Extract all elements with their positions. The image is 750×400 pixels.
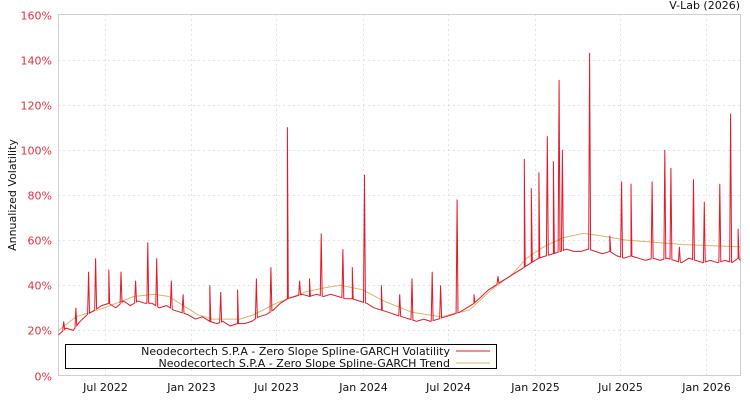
y-tick-label: 160%	[21, 10, 52, 23]
x-axis-ticks: Jul 2022 Jan 2023 Jul 2023 Jan 2024 Jul 2024…	[82, 381, 731, 394]
x-tick-label: Jul 2025	[597, 381, 643, 394]
y-tick-label: 120%	[21, 100, 52, 113]
x-tick-label: Jan 2026	[681, 381, 730, 394]
volatility-line	[58, 52, 741, 336]
y-tick-label: 40%	[28, 280, 52, 293]
trend-line	[58, 232, 741, 331]
y-axis-ticks: 0% 20% 40% 60% 80% 100% 120% 140% 160%	[21, 10, 52, 384]
y-axis-label: Annualized Volatility	[6, 139, 19, 251]
legend-label-volatility: Neodecortech S.P.A - Zero Slope Spline-G…	[141, 345, 450, 358]
y-tick-label: 60%	[28, 235, 52, 248]
y-tick-label: 0%	[35, 371, 52, 384]
y-tick-label: 140%	[21, 55, 52, 68]
legend-label-trend: Neodecortech S.P.A - Zero Slope Spline-G…	[159, 357, 450, 370]
x-tick-label: Jan 2024	[338, 381, 387, 394]
x-tick-label: Jul 2024	[425, 381, 471, 394]
x-tick-label: Jan 2025	[510, 381, 559, 394]
y-tick-label: 80%	[28, 190, 52, 203]
x-tick-label: Jul 2023	[253, 381, 299, 394]
legend-box	[65, 344, 497, 369]
x-tick-label: Jan 2023	[166, 381, 215, 394]
legend: Neodecortech S.P.A - Zero Slope Spline-G…	[65, 344, 497, 370]
y-tick-label: 100%	[21, 145, 52, 158]
chart-title: V-Lab (2026)	[669, 0, 740, 12]
x-tick-label: Jul 2022	[82, 381, 128, 394]
plot-area-border	[58, 14, 741, 376]
grid-lines	[58, 14, 741, 376]
y-tick-label: 20%	[28, 325, 52, 338]
